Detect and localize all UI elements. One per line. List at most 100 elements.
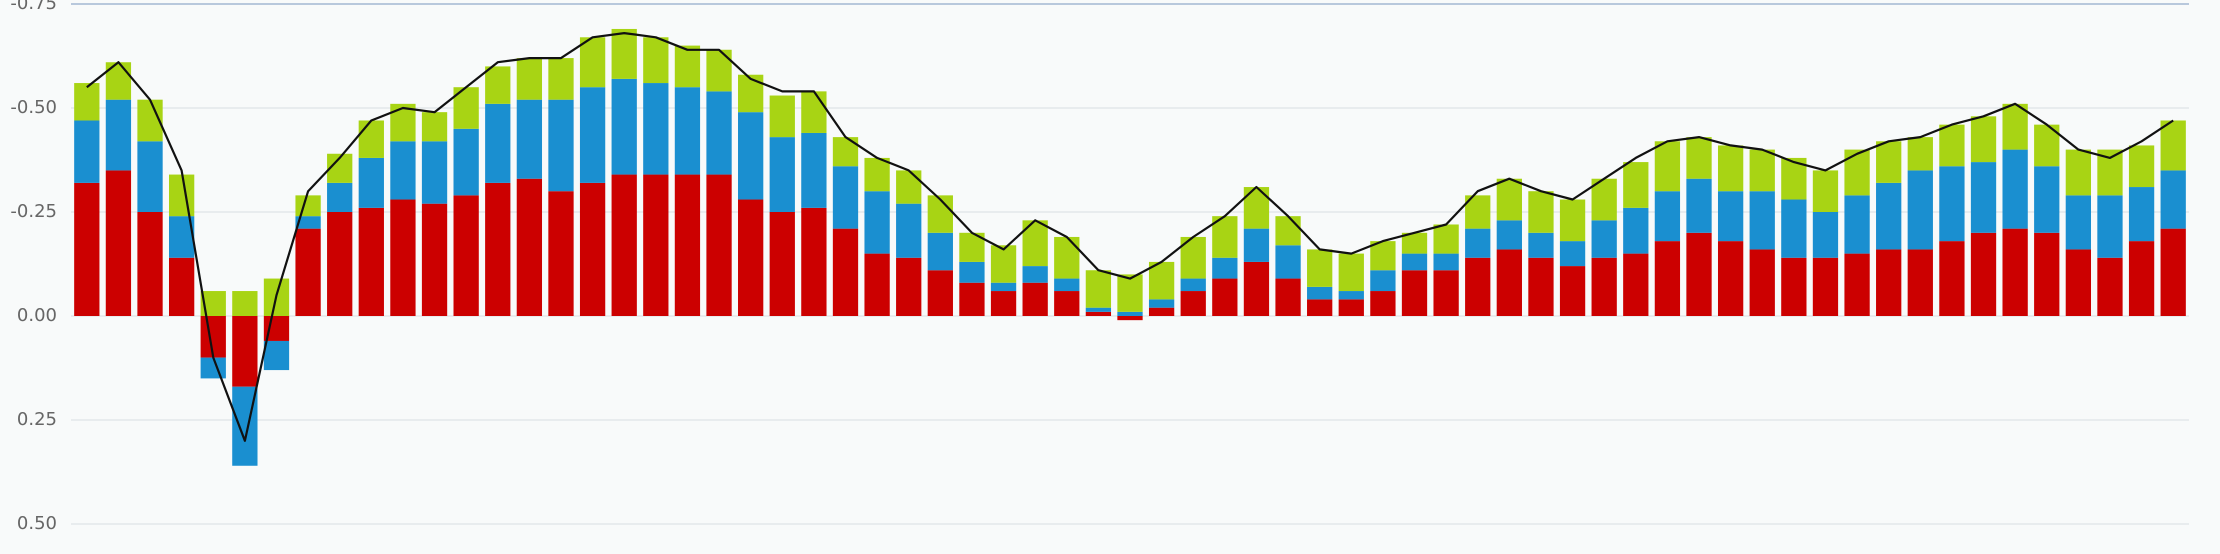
y-tick-label: -0.50 [10, 97, 57, 118]
bar-segment [421, 112, 448, 142]
bar-segment [1117, 311, 1143, 316]
bar-segment [421, 141, 448, 204]
bar-segment [516, 178, 543, 316]
bar-segment [1844, 195, 1870, 254]
bar-segment [896, 203, 922, 258]
bar-segment [1907, 170, 1933, 250]
bar-segment [1686, 178, 1712, 233]
bar-segment [358, 207, 384, 316]
bar-segment [1307, 299, 1333, 316]
bar-segment [137, 141, 163, 212]
bar-segment [1907, 249, 1933, 316]
bar-segment [2065, 195, 2092, 250]
bar-segment [1654, 141, 1681, 192]
bar-segment [1591, 178, 1617, 221]
bar-segment [516, 58, 543, 100]
bar-segment [548, 191, 574, 316]
bar-segment [1275, 278, 1301, 316]
bar-segment [1401, 232, 1428, 254]
bar-segment [1433, 270, 1459, 316]
bar-segment [1591, 220, 1617, 258]
bar-segment [706, 174, 732, 316]
bar-segment [1054, 278, 1080, 292]
bar-segment [1085, 270, 1112, 308]
bar-segment [74, 182, 100, 316]
bar-segment [105, 170, 132, 316]
bar-segment [1433, 224, 1459, 254]
bar-segment [643, 37, 669, 84]
bar-segment [1307, 249, 1333, 287]
bar-segment [1749, 249, 1775, 316]
bar-segment [990, 291, 1017, 316]
bar-segment [579, 37, 606, 88]
bar-segment [1496, 220, 1522, 250]
bar-segment [485, 103, 511, 183]
bar-segment [1496, 178, 1522, 221]
bar-segment [1401, 270, 1428, 316]
bar-segment [2160, 228, 2186, 316]
bar-segment [1085, 311, 1112, 316]
bar-segment [1654, 241, 1681, 316]
bar-segment [864, 157, 890, 192]
bar-segment [1939, 124, 1965, 167]
bar-segment [421, 203, 448, 316]
bar-segment [74, 120, 100, 183]
bar-segment [1370, 241, 1396, 271]
bar-segment [105, 99, 132, 171]
bar-segment [1907, 137, 1933, 171]
bar-segment [295, 216, 321, 229]
bar-segment [1717, 241, 1744, 316]
total-line [86, 32, 2174, 442]
bar-segment [769, 212, 795, 316]
bar-segment [801, 91, 827, 133]
bar-segment [1686, 232, 1712, 316]
bar-segment [2034, 166, 2060, 233]
bar-segment [295, 195, 321, 217]
y-tick-label: -0.75 [10, 0, 57, 14]
bar-segment [1054, 236, 1080, 279]
bar-segment [706, 49, 732, 92]
bar-segment [1812, 257, 1839, 316]
bar-segment [1970, 116, 1997, 163]
bar-segment [1686, 137, 1712, 179]
bar-segment [1970, 232, 1997, 316]
bar-segment [990, 282, 1017, 292]
bar-segment [927, 232, 953, 271]
bar-segment [738, 199, 764, 316]
bar-segment [2002, 228, 2028, 316]
bar-segment [579, 182, 606, 316]
bar-segment [2002, 149, 2028, 229]
bar-segment [1180, 278, 1206, 292]
bar-segment [1401, 253, 1428, 271]
bar-segment [1876, 141, 1902, 183]
bar-segment [1212, 257, 1238, 279]
bar-segment [2065, 249, 2092, 316]
bar-segment [2160, 120, 2186, 171]
bar-segment [2128, 145, 2155, 188]
bar-segment [1781, 257, 1807, 316]
bar-segment [1022, 266, 1048, 283]
bar-segment [1939, 241, 1965, 316]
bar-segment [232, 316, 258, 387]
bar-segment [1275, 245, 1301, 279]
bar-segment [2065, 149, 2092, 196]
bar-segment [548, 58, 574, 100]
bar-segment [1717, 191, 1744, 242]
bar-segment [137, 212, 163, 316]
bar-segment [485, 66, 511, 104]
bar-segment [769, 137, 795, 212]
bar-segment [1812, 170, 1839, 212]
bar-segment [295, 228, 321, 316]
bar-segment [485, 182, 511, 316]
bar-segment [1212, 278, 1238, 316]
bar-segment [1054, 291, 1080, 316]
bar-segment [390, 141, 416, 200]
bar-segment [927, 270, 953, 316]
bar-segment [611, 78, 637, 175]
bar-segment [1338, 299, 1364, 316]
bar-segment [864, 253, 890, 316]
bar-segment [2128, 187, 2155, 242]
y-tick-label: -0.25 [10, 201, 57, 222]
y-tick-label: 0.00 [17, 305, 57, 326]
